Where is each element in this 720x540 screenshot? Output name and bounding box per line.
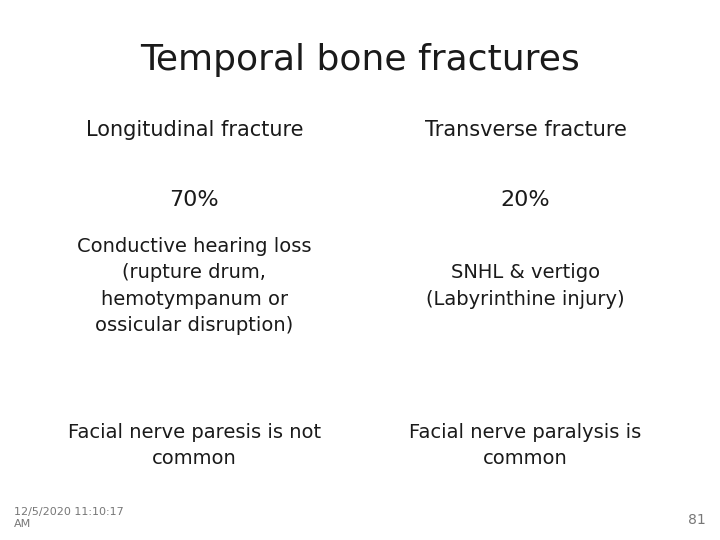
Text: Facial nerve paralysis is
common: Facial nerve paralysis is common bbox=[410, 423, 642, 468]
Text: Longitudinal fracture: Longitudinal fracture bbox=[86, 119, 303, 140]
Text: 70%: 70% bbox=[170, 190, 219, 210]
Text: 20%: 20% bbox=[501, 190, 550, 210]
Text: Temporal bone fractures: Temporal bone fractures bbox=[140, 43, 580, 77]
Text: 81: 81 bbox=[688, 512, 706, 526]
Text: SNHL & vertigo
(Labyrinthine injury): SNHL & vertigo (Labyrinthine injury) bbox=[426, 264, 625, 309]
Text: Conductive hearing loss
(rupture drum,
hemotympanum or
ossicular disruption): Conductive hearing loss (rupture drum, h… bbox=[77, 237, 312, 335]
Text: 12/5/2020 11:10:17
AM: 12/5/2020 11:10:17 AM bbox=[14, 507, 124, 529]
Text: Transverse fracture: Transverse fracture bbox=[425, 119, 626, 140]
Text: Facial nerve paresis is not
common: Facial nerve paresis is not common bbox=[68, 423, 321, 468]
